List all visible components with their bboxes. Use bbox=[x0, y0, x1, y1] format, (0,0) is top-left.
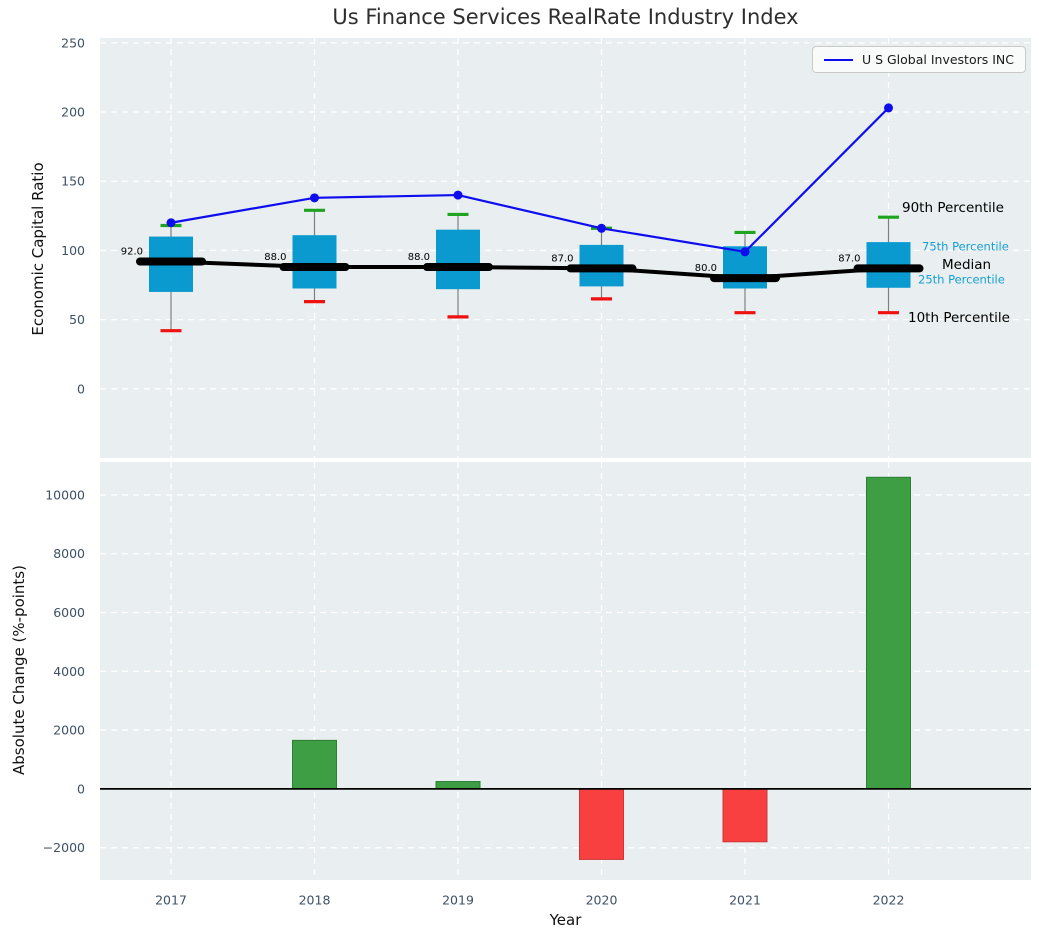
y-tick-label: 100 bbox=[61, 243, 85, 258]
y-tick-label: −2000 bbox=[43, 840, 85, 855]
median-value-label: 88.0 bbox=[408, 252, 430, 263]
company-line bbox=[170, 107, 890, 253]
y-tick-label: 0 bbox=[77, 381, 85, 396]
bottom-plot-area: −2000 0 2000 4000 6000 8000 10000 2017 2018 2019 2… bbox=[43, 462, 1031, 908]
company-data-point bbox=[597, 223, 606, 233]
y-tick-label: 2000 bbox=[53, 723, 85, 738]
legend: U S Global Investors INC bbox=[811, 46, 1026, 73]
y-tick-label: 0 bbox=[77, 781, 85, 796]
iqr-box bbox=[292, 235, 337, 289]
x-tick-label: 2017 bbox=[155, 893, 187, 908]
x-tick-label: 2022 bbox=[873, 893, 905, 908]
y-tick-label: 200 bbox=[61, 105, 85, 120]
annotation-median: Median bbox=[942, 257, 991, 273]
y-tick-label: 6000 bbox=[53, 605, 85, 620]
legend-label: U S Global Investors INC bbox=[861, 52, 1014, 67]
y-axis-label-bottom: Absolute Change (%-points) bbox=[10, 565, 28, 775]
company-data-point bbox=[453, 190, 463, 200]
boxplot-chart: 0 50 100 150 200 250 92.0 88.0 88.0 87.0 80.0 87.0 9… bbox=[61, 35, 1031, 458]
bar-positive-change bbox=[292, 739, 337, 790]
bar-positive-change bbox=[866, 476, 911, 790]
company-data-point bbox=[166, 218, 176, 228]
legend-line-icon bbox=[823, 58, 853, 61]
median-value-label: 92.0 bbox=[121, 246, 143, 257]
y-tick-label: 4000 bbox=[53, 664, 85, 679]
y-tick-label: 50 bbox=[69, 312, 85, 327]
y-tick-label: 10000 bbox=[45, 487, 85, 502]
iqr-box bbox=[436, 229, 480, 290]
x-axis-label: Year bbox=[549, 911, 582, 929]
x-tick-label: 2018 bbox=[299, 893, 331, 908]
annotation-90th-percentile: 90th Percentile bbox=[902, 200, 1004, 216]
y-tick-label: 250 bbox=[61, 35, 85, 50]
median-value-label: 87.0 bbox=[838, 253, 860, 264]
bar-positive-change bbox=[435, 781, 481, 790]
chart-title: Us Finance Services RealRate Industry In… bbox=[332, 5, 799, 29]
top-plot-area: 0 50 100 150 200 250 92.0 88.0 88.0 87.0 80.0 87.0 9… bbox=[61, 35, 1031, 458]
y-tick-label: 8000 bbox=[53, 546, 85, 561]
annotation-10th-percentile: 10th Percentile bbox=[908, 310, 1010, 326]
median-value-label: 80.0 bbox=[695, 263, 717, 274]
company-data-point bbox=[310, 193, 319, 203]
x-tick-label: 2020 bbox=[586, 893, 618, 908]
bar-negative-change bbox=[579, 788, 624, 860]
annotation-25th-percentile: 25th Percentile bbox=[918, 273, 1005, 287]
x-tick-label: 2019 bbox=[442, 893, 474, 908]
y-axis-label-top: Economic Capital Ratio bbox=[29, 162, 47, 336]
y-tick-label: 150 bbox=[61, 174, 85, 189]
company-data-point bbox=[740, 247, 750, 257]
bar-chart: −2000 0 2000 4000 6000 8000 10000 2017 2018 2019 2… bbox=[43, 462, 1031, 908]
x-tick-label: 2021 bbox=[729, 893, 761, 908]
annotation-75th-percentile: 75th Percentile bbox=[922, 240, 1009, 254]
company-data-point bbox=[884, 103, 893, 113]
bar-negative-change bbox=[722, 788, 768, 843]
median-value-label: 88.0 bbox=[264, 252, 286, 263]
median-connecting-line bbox=[169, 259, 891, 281]
median-value-label: 87.0 bbox=[551, 253, 573, 264]
